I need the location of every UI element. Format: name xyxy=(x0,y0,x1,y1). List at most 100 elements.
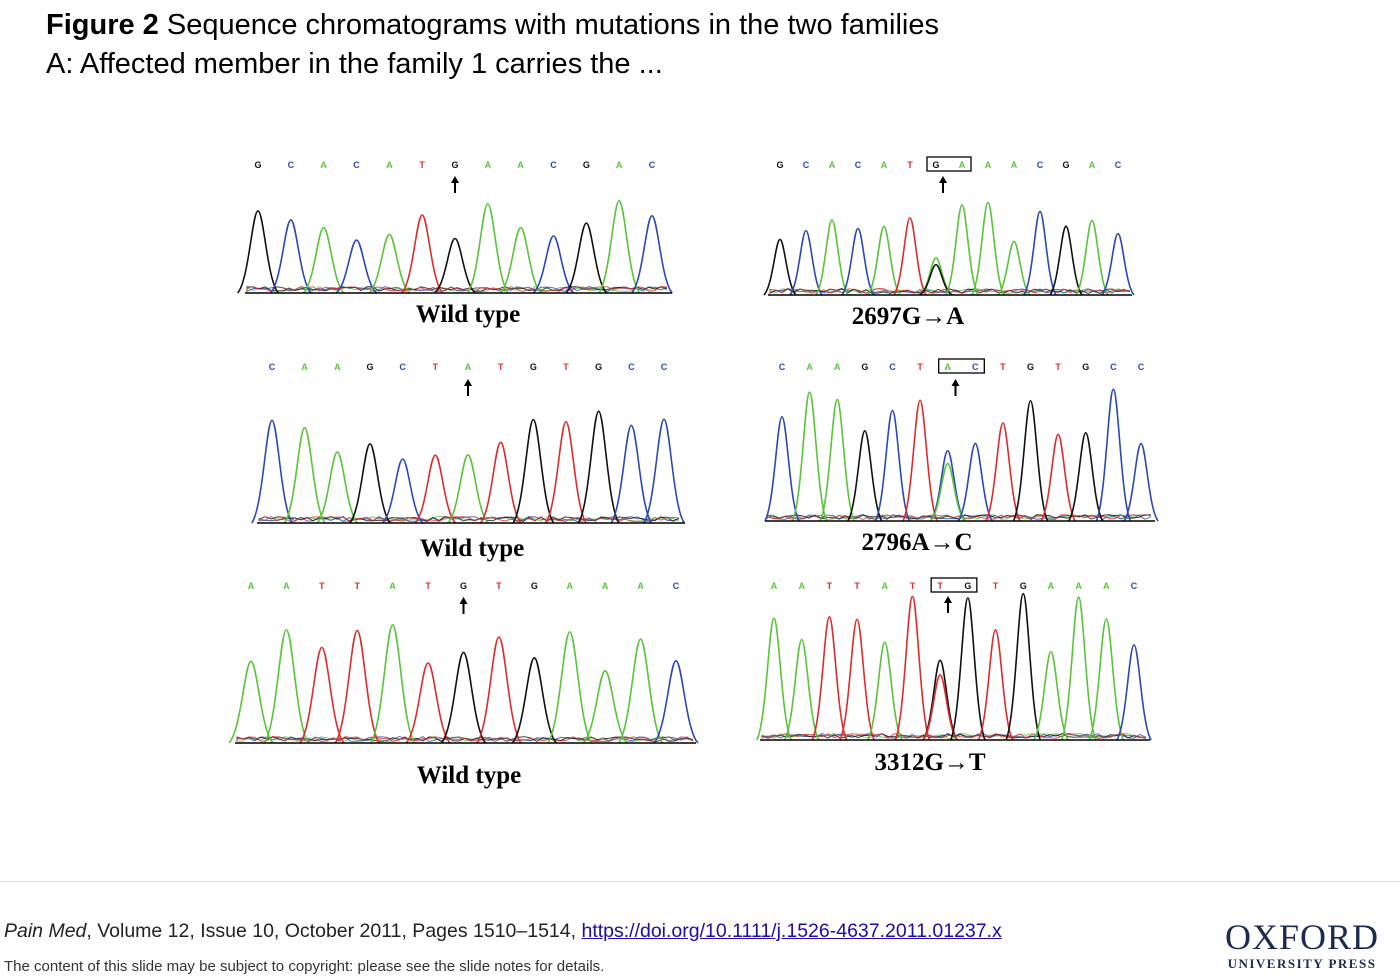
chromatogram-peak xyxy=(1040,433,1076,522)
arrow-head-icon xyxy=(944,596,952,603)
base-letter: A xyxy=(389,581,396,591)
chromatogram-peak xyxy=(1005,592,1042,741)
chromatogram-peak xyxy=(236,210,280,294)
footer-divider xyxy=(0,881,1400,882)
chromatogram-peak xyxy=(789,229,823,296)
base-letter: T xyxy=(937,581,943,591)
chromatogram-peak xyxy=(1123,442,1159,522)
chromatogram-panel-3: C A A G C T A T G T G C C Wild type xyxy=(251,362,685,562)
chromatogram-peak xyxy=(894,595,931,741)
base-letter: A xyxy=(1048,581,1055,591)
panel-label: Wild type xyxy=(420,535,524,562)
baseline-trace xyxy=(236,735,694,743)
chromatogram-peak xyxy=(1075,219,1109,296)
chromatogram-peak xyxy=(893,217,927,296)
chromatogram-peak xyxy=(1116,644,1152,741)
base-letter: T xyxy=(433,362,439,372)
chromatogram-peak xyxy=(263,629,310,744)
base-letter: A xyxy=(283,581,290,591)
chromatogram-peak xyxy=(866,641,903,741)
chromatogram-peak xyxy=(334,629,380,744)
chromatogram-peak xyxy=(919,263,953,296)
base-letter: C xyxy=(269,362,276,372)
chromatogram-peak xyxy=(447,453,489,524)
base-letter: C xyxy=(803,160,810,170)
chromatogram-peak xyxy=(643,418,685,524)
baseline-trace xyxy=(246,286,668,293)
chromatogram-peak xyxy=(763,238,797,296)
chromatogram-peak xyxy=(414,454,457,524)
base-letter: A xyxy=(517,160,524,170)
chromatogram-peak xyxy=(874,409,911,522)
base-letter: G xyxy=(861,362,868,372)
arrow-head-icon xyxy=(464,379,472,386)
base-letter: T xyxy=(1000,362,1006,372)
chromatogram-peak xyxy=(368,233,411,294)
chromatogram-panel-1: G C A C A T G A A C G A C Wild type xyxy=(236,160,674,328)
base-letter: C xyxy=(661,362,668,372)
base-letter: A xyxy=(301,362,308,372)
chromatogram-peak xyxy=(316,451,359,524)
baseline-trace xyxy=(258,516,680,522)
base-letter: G xyxy=(776,160,783,170)
base-letter: T xyxy=(993,581,999,591)
base-letter: A xyxy=(1075,581,1082,591)
base-letter: G xyxy=(530,362,537,372)
chromatogram-peak xyxy=(302,226,345,294)
chromatogram-peak xyxy=(499,226,542,294)
base-letter: C xyxy=(1138,362,1145,372)
mutation-box xyxy=(930,577,978,593)
chromatogram-peak xyxy=(440,651,487,744)
chromatogram-peak xyxy=(815,219,849,296)
chromatogram-peak xyxy=(764,416,800,522)
base-letter: G xyxy=(366,362,373,372)
chromatogram-peak xyxy=(949,597,986,741)
chromatogram-peak xyxy=(902,399,938,522)
base-letter: T xyxy=(425,581,431,591)
base-letter: A xyxy=(771,581,778,591)
logo-subtitle: UNIVERSITY PRESS xyxy=(1227,956,1377,971)
chromatogram-peak xyxy=(653,660,699,744)
base-letter: A xyxy=(386,160,393,170)
chromatogram-peak xyxy=(532,235,575,294)
base-letter: G xyxy=(254,160,261,170)
base-letter: A xyxy=(959,160,966,170)
base-letter: A xyxy=(806,362,813,372)
base-letter: T xyxy=(910,581,916,591)
chromatogram-peak xyxy=(1067,431,1104,522)
chromatogram-peak xyxy=(476,636,522,744)
base-letter: C xyxy=(779,362,786,372)
panel-label: Wild type xyxy=(416,301,520,328)
mutation-box xyxy=(926,156,972,172)
chromatogram-peak xyxy=(1023,210,1057,296)
chromatogram-peak xyxy=(1095,388,1132,522)
chromatogram-peak xyxy=(839,618,875,741)
chromatogram-peak xyxy=(783,638,820,741)
chromatogram-peak xyxy=(841,227,875,296)
doi-link[interactable]: https://doi.org/10.1111/j.1526-4637.2011… xyxy=(581,920,1002,942)
base-letter: A xyxy=(882,581,889,591)
panel-label: 2796A→C xyxy=(861,529,972,556)
chromatogram-peak xyxy=(1049,225,1083,296)
base-letter: C xyxy=(353,160,360,170)
base-letter: G xyxy=(932,160,939,170)
chromatogram-peak xyxy=(811,616,848,741)
base-letter: G xyxy=(531,581,538,591)
base-letter: A xyxy=(834,362,841,372)
arrow-head-icon xyxy=(459,597,468,604)
base-letter: A xyxy=(320,160,327,170)
chromatogram-peak xyxy=(1088,618,1125,741)
chromatogram-peak xyxy=(405,662,451,744)
chromatogram-peak xyxy=(819,398,856,522)
chromatogram-peak xyxy=(545,420,587,524)
chromatogram-peak xyxy=(381,458,424,524)
chromatogram-peak xyxy=(977,629,1014,741)
base-letter: G xyxy=(460,581,467,591)
base-letter: C xyxy=(649,160,656,170)
arrow-head-icon xyxy=(451,176,459,183)
chromatogram-peak xyxy=(547,631,593,744)
copyright-notice: The content of this slide may be subject… xyxy=(4,958,605,975)
baseline-trace xyxy=(246,285,668,292)
base-letter: C xyxy=(1131,581,1138,591)
chromatogram-peak xyxy=(617,638,664,744)
